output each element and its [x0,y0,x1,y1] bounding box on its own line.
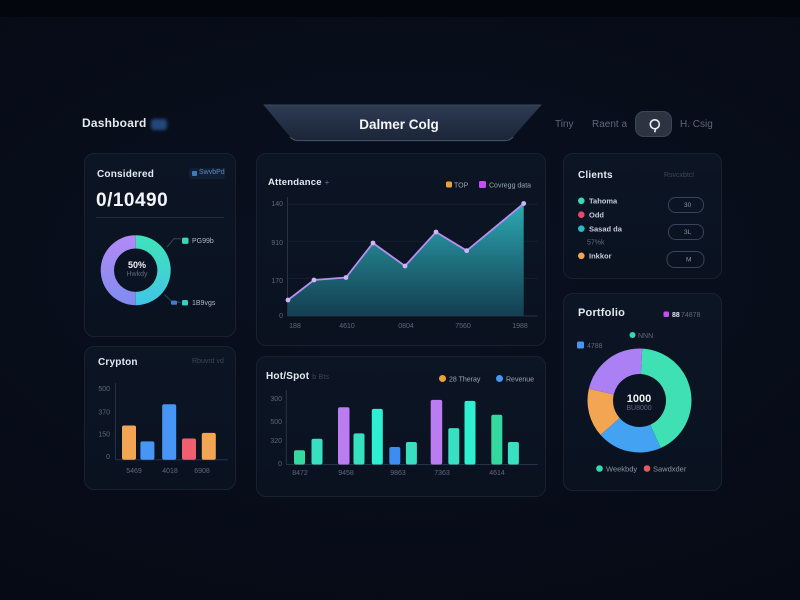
svg-text:Dalmer Colg: Dalmer Colg [359,117,439,132]
